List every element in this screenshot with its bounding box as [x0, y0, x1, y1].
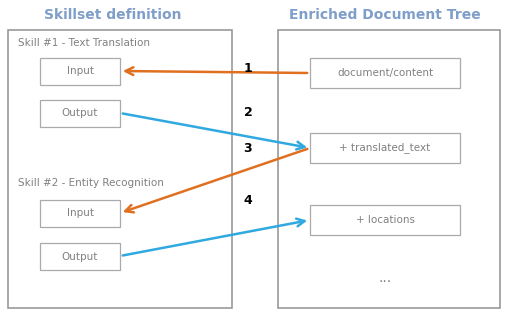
Bar: [40, 200, 120, 227]
Bar: [40, 58, 120, 85]
Text: Skillset definition: Skillset definition: [44, 8, 182, 22]
Text: Input: Input: [67, 67, 93, 76]
Text: Input: Input: [67, 209, 93, 219]
Text: Enriched Document Tree: Enriched Document Tree: [289, 8, 481, 22]
Bar: [40, 100, 120, 127]
Text: ...: ...: [378, 271, 392, 285]
Text: document/content: document/content: [337, 68, 433, 78]
Bar: [310, 205, 460, 235]
Text: Output: Output: [62, 108, 98, 118]
Text: Output: Output: [62, 252, 98, 261]
Text: 4: 4: [244, 194, 252, 206]
Text: 3: 3: [244, 141, 252, 155]
Text: + locations: + locations: [356, 215, 415, 225]
Bar: [8, 30, 232, 308]
Text: Skill #1 - Text Translation: Skill #1 - Text Translation: [18, 38, 150, 48]
Text: 1: 1: [244, 61, 252, 75]
Bar: [310, 133, 460, 163]
Text: 2: 2: [244, 106, 252, 118]
Text: Skill #2 - Entity Recognition: Skill #2 - Entity Recognition: [18, 178, 164, 188]
Bar: [40, 243, 120, 270]
Bar: [278, 30, 500, 308]
Bar: [310, 58, 460, 88]
Text: + translated_text: + translated_text: [339, 142, 431, 154]
